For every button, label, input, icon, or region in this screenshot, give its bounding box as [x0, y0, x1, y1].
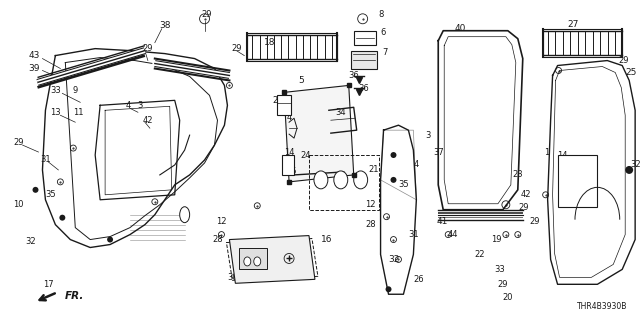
Text: 13: 13 — [50, 108, 61, 117]
Bar — [247, 33, 337, 60]
Text: 1: 1 — [544, 148, 549, 156]
Text: 22: 22 — [475, 250, 485, 259]
Text: 41: 41 — [436, 217, 448, 226]
Text: 28: 28 — [365, 220, 376, 229]
Ellipse shape — [354, 171, 367, 189]
Text: 37: 37 — [433, 148, 444, 156]
Text: 29: 29 — [143, 44, 153, 53]
Text: 29: 29 — [529, 217, 540, 226]
Bar — [277, 95, 291, 115]
Polygon shape — [229, 236, 315, 283]
Text: 14: 14 — [557, 150, 568, 160]
Text: 29: 29 — [231, 44, 242, 53]
Circle shape — [390, 177, 396, 183]
Text: 29: 29 — [498, 280, 508, 289]
Bar — [543, 29, 622, 57]
Text: 4: 4 — [413, 160, 419, 170]
Text: 26: 26 — [413, 275, 424, 284]
Circle shape — [60, 215, 65, 221]
Circle shape — [625, 166, 633, 174]
Text: 29: 29 — [202, 10, 212, 19]
Text: 11: 11 — [73, 108, 83, 117]
Ellipse shape — [254, 257, 260, 266]
Text: 42: 42 — [520, 190, 531, 199]
Text: 3: 3 — [426, 131, 431, 140]
Bar — [239, 247, 268, 269]
Text: 14: 14 — [284, 148, 294, 156]
Bar — [557, 155, 597, 207]
Text: 29: 29 — [518, 203, 529, 212]
Text: 36: 36 — [348, 71, 359, 80]
Text: THR4B3930B: THR4B3930B — [577, 302, 627, 311]
Text: 28: 28 — [212, 235, 223, 244]
Text: 39: 39 — [29, 64, 40, 73]
Text: 2: 2 — [273, 96, 278, 105]
Bar — [309, 155, 379, 210]
Text: 25: 25 — [625, 68, 637, 77]
Text: FR.: FR. — [65, 291, 84, 301]
Text: 6: 6 — [381, 28, 386, 37]
Text: 3: 3 — [137, 101, 143, 110]
Text: 20: 20 — [502, 293, 513, 302]
Ellipse shape — [314, 171, 328, 189]
Circle shape — [390, 152, 396, 158]
Text: 10: 10 — [13, 200, 24, 209]
Text: 30: 30 — [227, 273, 237, 282]
Text: 16: 16 — [321, 235, 333, 244]
Text: 27: 27 — [568, 20, 579, 29]
Ellipse shape — [334, 171, 348, 189]
Circle shape — [385, 286, 392, 292]
Text: 40: 40 — [454, 24, 466, 33]
Bar — [351, 51, 376, 68]
Text: 32: 32 — [25, 237, 36, 246]
Text: 18: 18 — [264, 38, 276, 47]
Text: 8: 8 — [378, 10, 383, 19]
Text: 19: 19 — [491, 235, 501, 244]
Text: 24: 24 — [301, 150, 311, 160]
Bar — [354, 31, 376, 45]
Text: 42: 42 — [143, 116, 153, 125]
Text: 35: 35 — [45, 190, 56, 199]
Text: 34: 34 — [335, 108, 346, 117]
Text: 5: 5 — [298, 76, 304, 85]
Text: 43: 43 — [29, 51, 40, 60]
Text: 9: 9 — [73, 86, 78, 95]
Text: 29: 29 — [618, 56, 628, 65]
Text: 35: 35 — [398, 180, 409, 189]
Text: 29: 29 — [13, 138, 24, 147]
Text: 12: 12 — [365, 200, 376, 209]
Text: 36: 36 — [358, 84, 369, 93]
Circle shape — [33, 187, 38, 193]
Text: 33: 33 — [495, 265, 505, 274]
Text: 4: 4 — [125, 101, 131, 110]
Text: 32: 32 — [388, 255, 399, 264]
Text: 38: 38 — [159, 21, 170, 30]
Text: 44: 44 — [448, 230, 458, 239]
Text: 4: 4 — [287, 113, 292, 122]
Text: 33: 33 — [50, 86, 61, 95]
Text: 21: 21 — [369, 165, 379, 174]
Text: 31: 31 — [408, 230, 419, 239]
Text: 23: 23 — [513, 171, 523, 180]
Text: 32: 32 — [630, 160, 640, 170]
Text: 15: 15 — [286, 167, 296, 176]
Text: 12: 12 — [216, 217, 227, 226]
Ellipse shape — [180, 207, 189, 223]
Circle shape — [107, 236, 113, 243]
Bar — [282, 155, 294, 175]
Polygon shape — [284, 85, 354, 182]
Text: 17: 17 — [43, 280, 54, 289]
Text: 7: 7 — [382, 48, 387, 57]
Ellipse shape — [244, 257, 251, 266]
Text: 29: 29 — [294, 273, 304, 282]
Text: 31: 31 — [40, 156, 51, 164]
